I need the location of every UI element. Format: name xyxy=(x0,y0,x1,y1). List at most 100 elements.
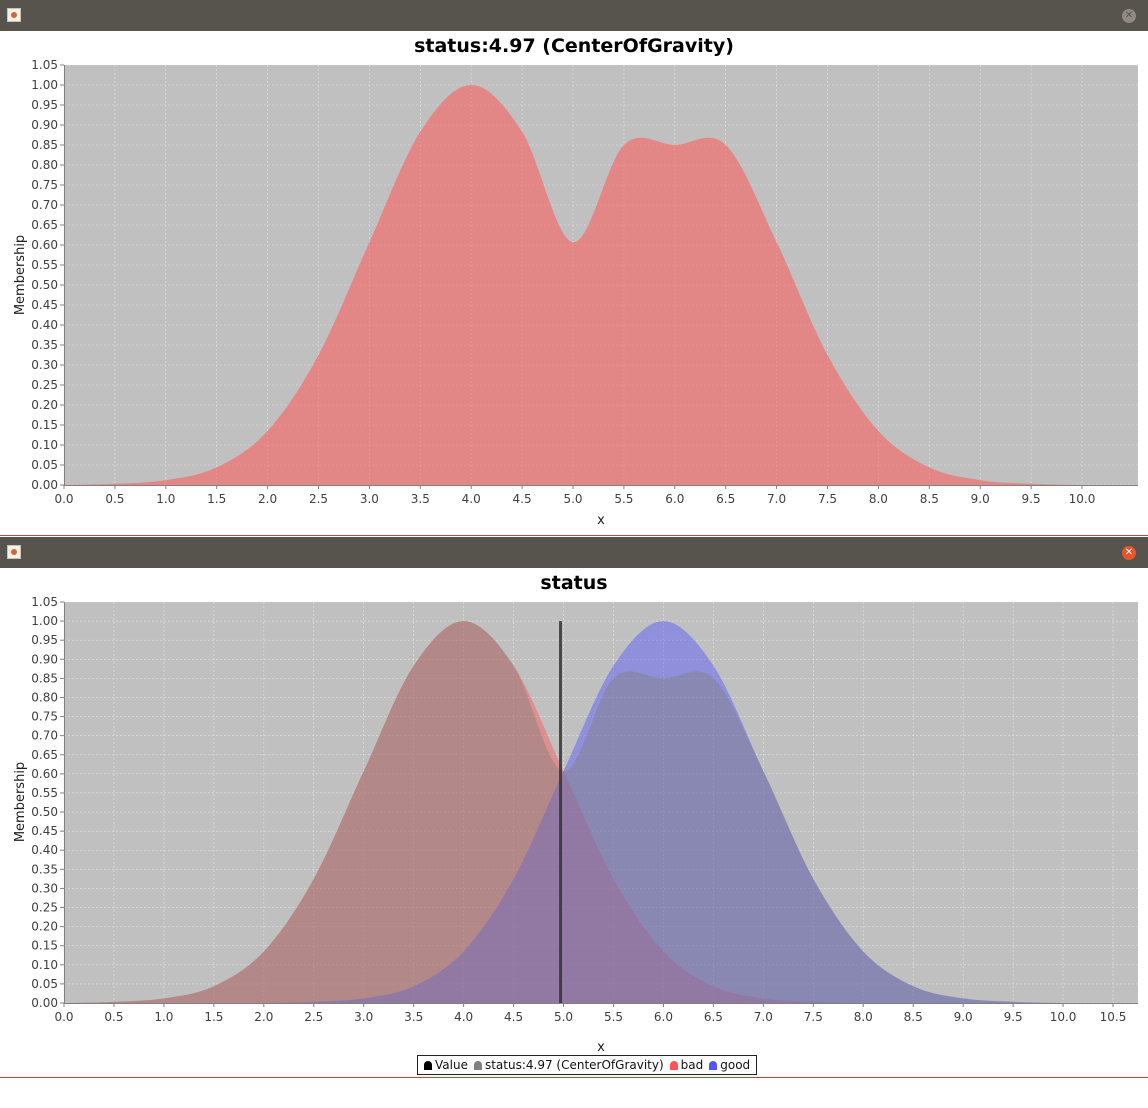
chart-title: status xyxy=(540,572,607,594)
y-tick-label: 0.20 xyxy=(31,398,58,412)
x-tick-label: 5.5 xyxy=(604,1010,623,1024)
x-axis-ticks: 0.0 0.5 1.0 1.5 2.0 2.5 3.0 3.5 4.0 4.5 5.0 5.5 6.0 6… xyxy=(54,1003,1126,1024)
y-tick-label: 0.55 xyxy=(31,258,58,272)
y-tick-label: 1.05 xyxy=(31,595,58,609)
y-tick-label: 0.35 xyxy=(31,338,58,352)
x-tick-label: 1.0 xyxy=(154,1010,173,1024)
series-areas xyxy=(64,85,1083,485)
x-tick-label: 0.5 xyxy=(104,1010,123,1024)
y-tick-label: 0.90 xyxy=(31,118,58,132)
y-tick-label: 0.25 xyxy=(31,901,58,915)
y-tick-label: 0.80 xyxy=(31,690,58,704)
close-icon[interactable]: ✕ xyxy=(1122,9,1136,23)
close-icon[interactable]: ✕ xyxy=(1122,546,1136,560)
x-tick-label: 10.5 xyxy=(1100,1010,1127,1024)
x-tick-label: 7.5 xyxy=(818,492,837,506)
x-axis-label: x xyxy=(597,1040,605,1055)
y-tick-label: 0.85 xyxy=(31,671,58,685)
y-tick-label: 0.05 xyxy=(31,977,58,991)
x-tick-label: 10.0 xyxy=(1069,492,1096,506)
x-axis-label: x xyxy=(597,513,605,528)
y-tick-label: 0.60 xyxy=(31,238,58,252)
window-titlebar-1[interactable]: ✕ xyxy=(0,0,1148,31)
y-tick-label: 0.40 xyxy=(31,843,58,857)
y-axis-label: Membership xyxy=(13,762,28,842)
x-tick-label: 3.5 xyxy=(404,1010,423,1024)
y-tick-label: 0.25 xyxy=(31,378,58,392)
x-tick-label: 5.5 xyxy=(614,492,633,506)
series-area-bad xyxy=(64,621,1064,1004)
x-tick-label: 1.0 xyxy=(156,492,175,506)
y-tick-label: 0.60 xyxy=(31,767,58,781)
java-app-icon xyxy=(7,8,21,22)
x-tick-label: 1.5 xyxy=(207,492,226,506)
y-tick-label: 0.45 xyxy=(31,824,58,838)
legend-item: good xyxy=(709,1058,750,1072)
x-tick-label: 7.5 xyxy=(804,1010,823,1024)
series-area-good xyxy=(64,621,1064,1004)
x-tick-label: 4.5 xyxy=(504,1010,523,1024)
y-tick-label: 0.95 xyxy=(31,633,58,647)
x-tick-label: 2.5 xyxy=(309,492,328,506)
y-tick-label: 0.55 xyxy=(31,786,58,800)
x-tick-label: 3.5 xyxy=(411,492,430,506)
y-tick-label: 0.35 xyxy=(31,862,58,876)
x-tick-label: 4.0 xyxy=(454,1010,473,1024)
java-app-icon xyxy=(7,545,21,559)
x-tick-label: 8.5 xyxy=(904,1010,923,1024)
chart-legend: Value status:4.97 (CenterOfGravity) bad goo… xyxy=(417,1055,758,1075)
y-axis-ticks: 0.00 0.05 0.10 0.15 0.20 0.25 0.30 0.35 0.40 0.45… xyxy=(31,58,64,492)
legend-label: Value xyxy=(435,1058,468,1072)
legend-label: status:4.97 (CenterOfGravity) xyxy=(484,1058,664,1072)
x-tick-label: 5.0 xyxy=(554,1010,573,1024)
y-tick-label: 0.50 xyxy=(31,278,58,292)
y-tick-label: 0.70 xyxy=(31,729,58,743)
x-tick-label: 10.0 xyxy=(1050,1010,1077,1024)
x-tick-label: 7.0 xyxy=(767,492,786,506)
membership-chart-output: status:4.97 (CenterOfGravity) 0.000.050.… xyxy=(13,35,1138,528)
x-tick-label: 7.0 xyxy=(754,1010,773,1024)
y-tick-label: 0.20 xyxy=(31,920,58,934)
y-tick-label: 0.15 xyxy=(31,418,58,432)
legend-swatch xyxy=(669,1060,678,1070)
legend-label: good xyxy=(720,1058,751,1072)
y-tick-label: 1.05 xyxy=(31,58,58,72)
gridlines xyxy=(63,601,1138,1004)
legend-item: Value xyxy=(424,1058,468,1072)
y-tick-label: 0.95 xyxy=(31,98,58,112)
x-tick-label: 0.0 xyxy=(54,1010,73,1024)
x-tick-label: 2.0 xyxy=(258,492,277,506)
x-tick-label: 2.5 xyxy=(304,1010,323,1024)
x-tick-label: 6.0 xyxy=(665,492,684,506)
x-tick-label: 1.5 xyxy=(204,1010,223,1024)
y-axis-label: Membership xyxy=(13,235,28,315)
plot-background xyxy=(64,602,1138,1003)
x-tick-label: 9.0 xyxy=(954,1010,973,1024)
chart-title: status:4.97 (CenterOfGravity) xyxy=(414,35,734,57)
y-tick-label: 0.15 xyxy=(31,939,58,953)
legend-swatch xyxy=(709,1060,718,1070)
x-tick-label: 2.0 xyxy=(254,1010,273,1024)
y-axis-ticks: 0.00 0.05 0.10 0.15 0.20 0.25 0.30 0.35 0.40 0.45… xyxy=(31,595,64,1010)
series-area-status-4-97-centerofgravity xyxy=(64,621,1064,1003)
window-titlebar-2[interactable]: ✕ xyxy=(0,537,1148,568)
x-tick-label: 0.5 xyxy=(105,492,124,506)
y-tick-label: 0.45 xyxy=(31,298,58,312)
x-tick-label: 3.0 xyxy=(354,1010,373,1024)
series-areas xyxy=(64,621,1064,1004)
series-area-status-4-97-centerofgravity xyxy=(64,85,1083,485)
y-tick-label: 0.65 xyxy=(31,218,58,232)
legend-item: status:4.97 (CenterOfGravity) xyxy=(473,1058,664,1072)
y-tick-label: 0.10 xyxy=(31,438,58,452)
y-tick-label: 0.85 xyxy=(31,138,58,152)
y-tick-label: 0.75 xyxy=(31,710,58,724)
y-tick-label: 0.90 xyxy=(31,652,58,666)
membership-chart-status: status 0.000.050.100.150.200.250.300.350… xyxy=(13,572,1138,1055)
x-tick-label: 9.0 xyxy=(971,492,990,506)
x-axis-ticks: 0.0 0.5 1.0 1.5 2.0 2.5 3.0 3.5 4.0 4.5 5.0 5.5 6.0 6… xyxy=(54,485,1095,506)
y-tick-label: 0.30 xyxy=(31,881,58,895)
legend-swatch xyxy=(424,1060,432,1070)
x-tick-label: 9.5 xyxy=(1004,1010,1023,1024)
window-border xyxy=(0,1077,1148,1078)
x-tick-label: 6.5 xyxy=(716,492,735,506)
